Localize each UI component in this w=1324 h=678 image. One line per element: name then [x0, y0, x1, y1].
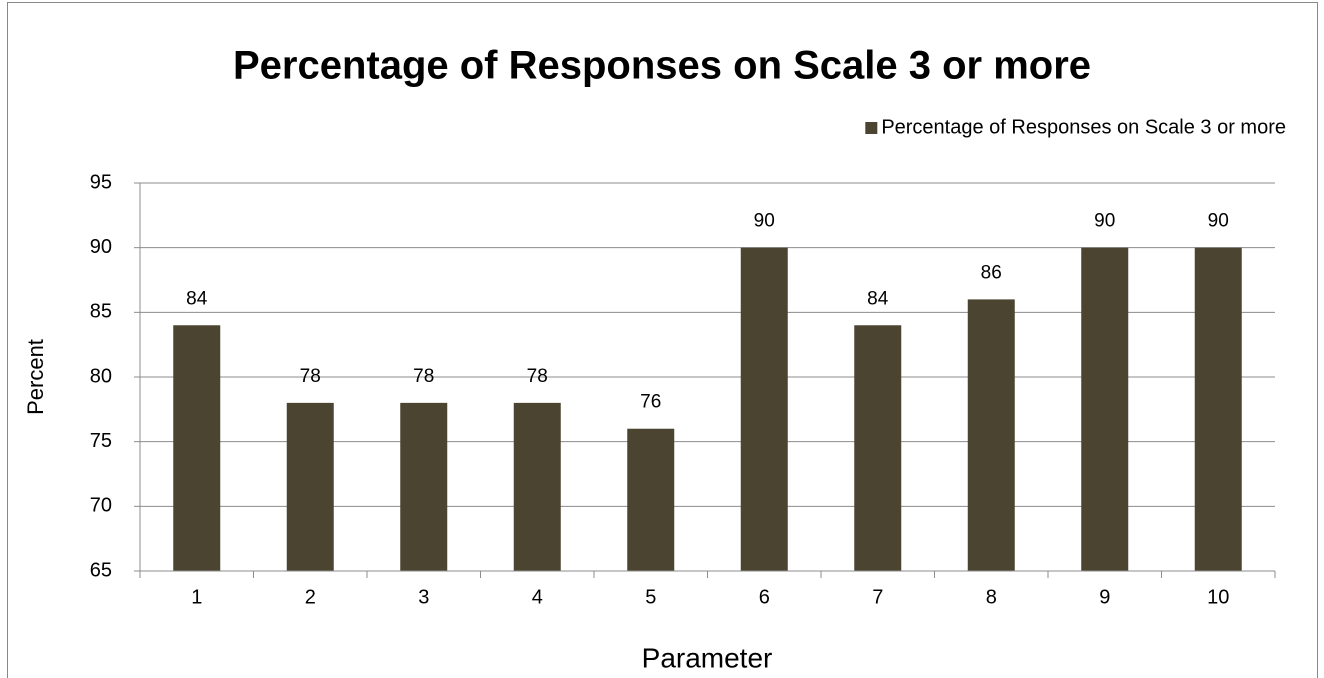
- x-tick-label: 8: [986, 586, 997, 608]
- y-tick-label: 80: [90, 365, 112, 387]
- legend-label: Percentage of Responses on Scale 3 or mo…: [881, 116, 1286, 138]
- data-label: 84: [186, 288, 208, 309]
- data-label: 76: [640, 392, 661, 413]
- bar: [1081, 247, 1129, 571]
- data-label: 90: [754, 211, 775, 232]
- data-label: 90: [1208, 211, 1229, 232]
- x-axis-label: Parameter: [642, 642, 773, 673]
- x-tick-label: 5: [645, 586, 656, 608]
- x-tick-label: 9: [1099, 586, 1110, 608]
- bar: [1194, 247, 1242, 571]
- bar: [854, 325, 902, 571]
- x-tick-label: 10: [1207, 586, 1229, 608]
- bar: [400, 402, 448, 571]
- y-tick-label: 90: [90, 236, 112, 258]
- bar: [627, 428, 675, 571]
- y-tick-label: 95: [90, 171, 112, 193]
- chart-title: Percentage of Responses on Scale 3 or mo…: [233, 44, 1091, 88]
- x-tick-label: 4: [532, 586, 543, 608]
- data-label: 86: [981, 262, 1002, 283]
- bar: [286, 402, 334, 571]
- y-tick-label: 75: [90, 430, 112, 452]
- x-tick-label: 2: [305, 586, 316, 608]
- y-tick-label: 65: [90, 559, 112, 581]
- y-tick-label: 85: [90, 301, 112, 323]
- x-tick-label: 6: [759, 586, 770, 608]
- data-label: 78: [527, 366, 548, 387]
- y-tick-label: 70: [90, 495, 112, 517]
- legend-swatch: [865, 122, 878, 134]
- bar: [513, 402, 561, 571]
- data-label: 90: [1094, 211, 1115, 232]
- data-label: 84: [867, 288, 889, 309]
- bar: [173, 325, 221, 571]
- x-tick-label: 3: [418, 586, 429, 608]
- data-label: 78: [413, 366, 434, 387]
- x-tick-label: 1: [191, 586, 202, 608]
- data-label: 78: [300, 366, 321, 387]
- x-tick-label: 7: [872, 586, 883, 608]
- bar: [740, 247, 788, 571]
- y-axis-label: Percent: [23, 339, 48, 415]
- bar: [967, 299, 1015, 571]
